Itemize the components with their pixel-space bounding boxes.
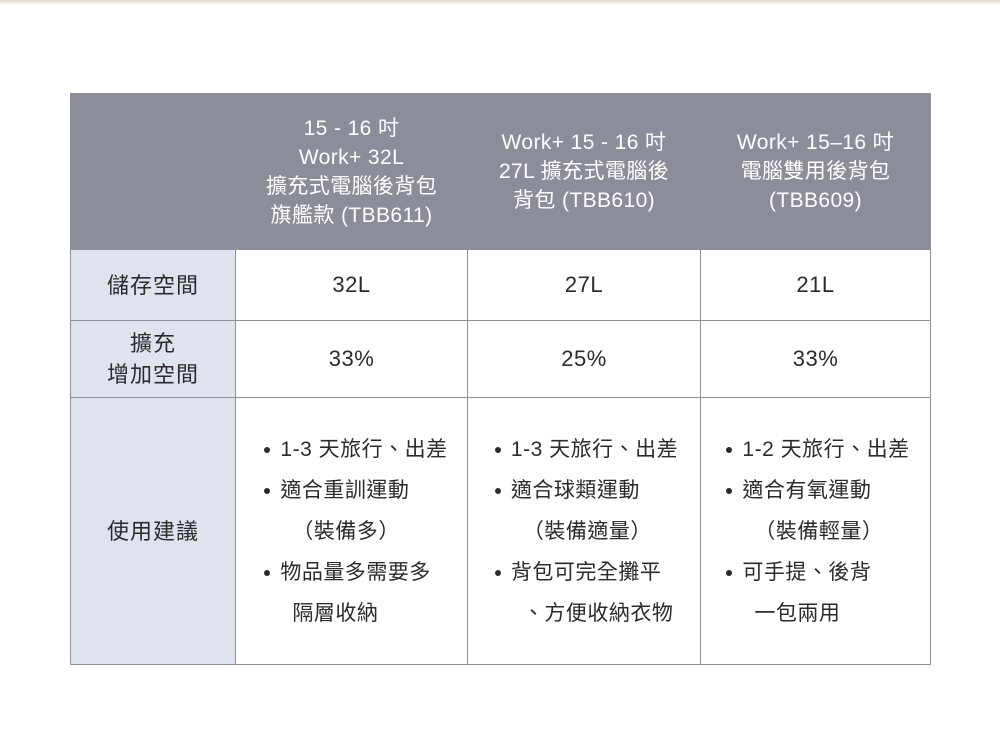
list-item-text-cont: （裝備輕量） [754, 519, 884, 543]
row-label-line: 增加空間 [106, 362, 199, 387]
backpack-comparison-table: 15 - 16 吋 Work+ 32L 擴充式電腦後背包 旗艦款 (TBB611… [70, 93, 931, 665]
list-item-text: 1-3 天旅行、出差 [510, 437, 679, 461]
header-line: 27L 擴充式電腦後 [498, 160, 670, 183]
bullet-dot-icon [494, 446, 501, 453]
list-item-text-cont: 隔層收納 [292, 601, 379, 625]
list-item: 適合有氧運動 （裝備輕量） [725, 470, 909, 552]
row-label-storage: 儲存空間 [70, 249, 236, 321]
bullet-dot-icon [494, 487, 501, 494]
comparison-table-container: 15 - 16 吋 Work+ 32L 擴充式電腦後背包 旗艦款 (TBB611… [70, 93, 931, 665]
column-header-tbb609: Work+ 15–16 吋 電腦雙用後背包 (TBB609) [700, 93, 931, 250]
cell-storage-tbb610: 27L [467, 249, 701, 321]
list-item: 可手提、後背 一包兩用 [725, 552, 909, 634]
bullet-dot-icon [726, 446, 733, 453]
list-item-text-cont: （裝備多） [292, 519, 400, 543]
list-item-text: 1-3 天旅行、出差 [280, 437, 448, 461]
header-corner-cell [70, 93, 236, 250]
list-item-text: 背包可完全攤平 [510, 560, 662, 584]
list-item-text-cont: 、方便收納衣物 [522, 601, 674, 625]
row-label-line: 擴充 [129, 331, 176, 356]
bullet-dot-icon [264, 487, 271, 494]
header-line: (TBB609) [768, 189, 863, 212]
bullet-dot-icon [726, 487, 733, 494]
list-item-text: 1-2 天旅行、出差 [742, 437, 910, 461]
list-item: 背包可完全攤平 、方便收納衣物 [494, 552, 678, 634]
list-item-text: 適合有氧運動 [742, 478, 872, 502]
cell-expansion-tbb611: 33% [235, 320, 468, 398]
column-header-tbb611: 15 - 16 吋 Work+ 32L 擴充式電腦後背包 旗艦款 (TBB611… [235, 93, 468, 250]
bullet-dot-icon [494, 569, 501, 576]
list-item: 1-3 天旅行、出差 [263, 429, 447, 470]
list-item: 物品量多需要多 隔層收納 [263, 552, 447, 634]
cell-usage-tbb609: 1-2 天旅行、出差 適合有氧運動 （裝備輕量） 可手提、後背 一包兩用 [700, 397, 931, 665]
bullet-dot-icon [264, 569, 271, 576]
header-line: Work+ 32L [298, 145, 405, 169]
cell-storage-tbb609: 21L [700, 249, 931, 321]
table-header-row: 15 - 16 吋 Work+ 32L 擴充式電腦後背包 旗艦款 (TBB611… [70, 93, 931, 250]
header-line: 旗艦款 (TBB611) [270, 203, 433, 227]
cell-usage-tbb610: 1-3 天旅行、出差 適合球類運動 （裝備適量） 背包可完全攤平 、方便收納衣物 [467, 397, 701, 665]
top-decorative-band [0, 0, 1000, 5]
bullet-list: 1-3 天旅行、出差 適合球類運動 （裝備適量） 背包可完全攤平 、方便收納衣物 [494, 429, 678, 634]
list-item: 適合重訓運動 （裝備多） [263, 470, 447, 552]
list-item-text-cont: 一包兩用 [754, 601, 841, 625]
cell-expansion-tbb610: 25% [467, 320, 701, 398]
list-item: 適合球類運動 （裝備適量） [494, 470, 678, 552]
cell-storage-tbb611: 32L [235, 249, 468, 321]
header-line: 15 - 16 吋 [303, 116, 400, 140]
table-row-usage: 使用建議 1-3 天旅行、出差 適合重訓運動 （裝備多） [70, 397, 931, 665]
row-label-usage: 使用建議 [70, 397, 236, 665]
list-item: 1-2 天旅行、出差 [725, 429, 909, 470]
header-line: Work+ 15–16 吋 [736, 131, 895, 154]
bullet-dot-icon [264, 446, 271, 453]
list-item: 1-3 天旅行、出差 [494, 429, 678, 470]
cell-expansion-tbb609: 33% [700, 320, 931, 398]
header-line: Work+ 15 - 16 吋 [501, 131, 667, 154]
header-line: 擴充式電腦後背包 [265, 174, 438, 198]
header-line: 背包 (TBB610) [512, 189, 656, 212]
table-row-storage: 儲存空間 32L 27L 21L [70, 249, 931, 321]
column-header-tbb610: Work+ 15 - 16 吋 27L 擴充式電腦後 背包 (TBB610) [467, 93, 701, 250]
list-item-text: 可手提、後背 [742, 560, 872, 584]
list-item-text-cont: （裝備適量） [522, 519, 652, 543]
table-row-expansion: 擴充 增加空間 33% 25% 33% [70, 320, 931, 398]
row-label-expansion: 擴充 增加空間 [70, 320, 236, 398]
row-label-line: 儲存空間 [106, 272, 199, 298]
list-item-text: 物品量多需要多 [280, 560, 431, 584]
bullet-list: 1-2 天旅行、出差 適合有氧運動 （裝備輕量） 可手提、後背 一包兩用 [725, 429, 909, 634]
bullet-dot-icon [726, 569, 733, 576]
list-item-text: 適合重訓運動 [280, 478, 410, 502]
list-item-text: 適合球類運動 [510, 478, 640, 502]
bullet-list: 1-3 天旅行、出差 適合重訓運動 （裝備多） 物品量多需要多 隔層收納 [263, 429, 447, 634]
cell-usage-tbb611: 1-3 天旅行、出差 適合重訓運動 （裝備多） 物品量多需要多 隔層收納 [235, 397, 468, 665]
header-line: 電腦雙用後背包 [740, 160, 891, 183]
row-label-line: 使用建議 [106, 518, 199, 544]
